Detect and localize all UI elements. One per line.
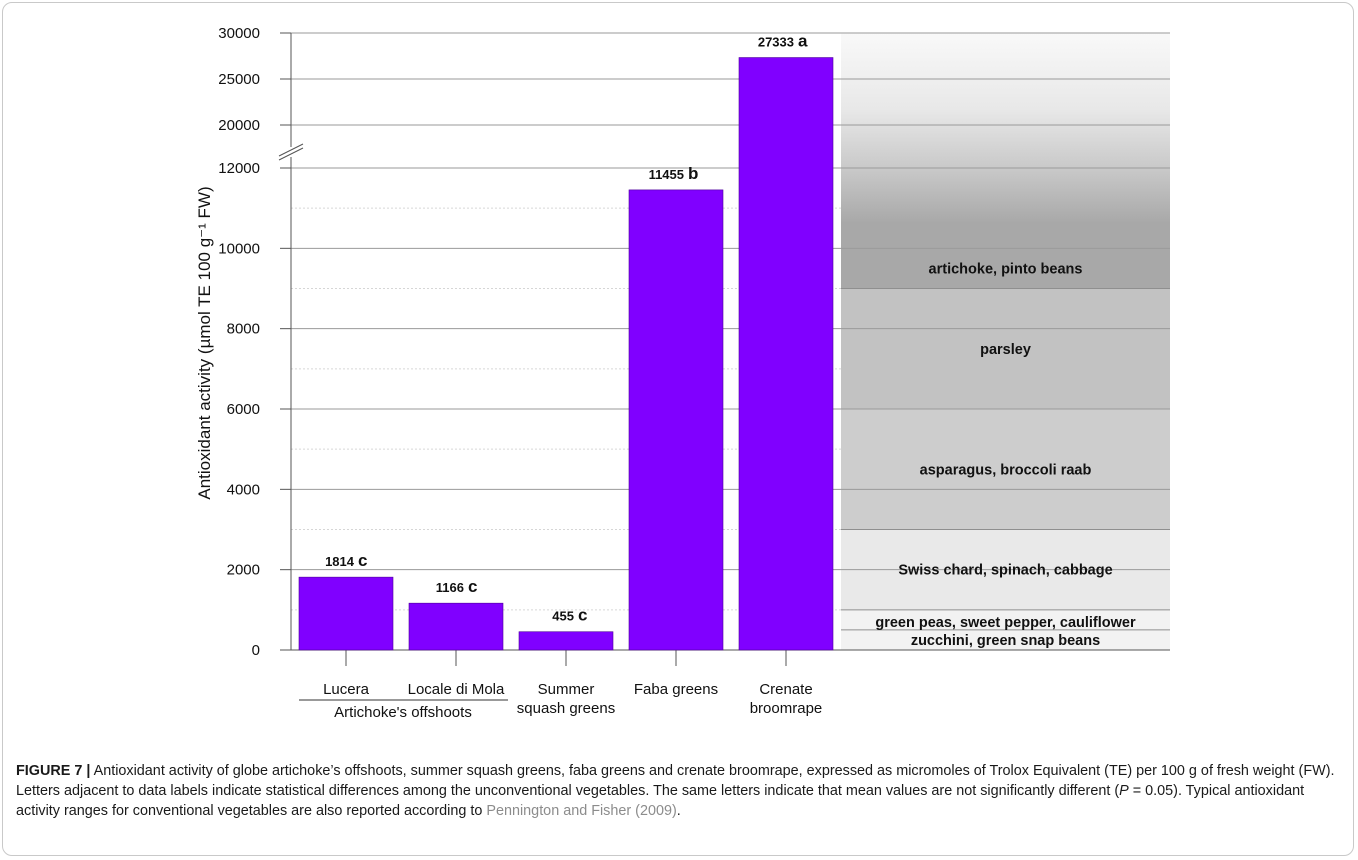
reference-range-label: artichoke, pinto beans bbox=[929, 262, 1083, 278]
x-category-label: Lucera bbox=[323, 681, 370, 698]
x-category-label: broomrape bbox=[750, 700, 823, 717]
y-tick-label: 10000 bbox=[218, 240, 260, 257]
y-tick-label: 0 bbox=[252, 642, 260, 659]
bar bbox=[518, 631, 614, 651]
significance-letter: c bbox=[468, 577, 477, 596]
significance-letter: c bbox=[578, 606, 587, 625]
p-symbol: P bbox=[1119, 783, 1129, 799]
range-band bbox=[841, 629, 1170, 650]
data-label: 455 bbox=[552, 609, 574, 624]
bar bbox=[408, 602, 504, 651]
data-label: 11455 bbox=[649, 167, 684, 182]
bar bbox=[298, 576, 394, 651]
reference-range-label: parsley bbox=[980, 342, 1031, 358]
bars bbox=[298, 57, 834, 651]
x-category-label: Faba greens bbox=[634, 681, 718, 698]
y-tick-label: 20000 bbox=[218, 117, 260, 134]
y-tick-label: 12000 bbox=[218, 160, 260, 177]
data-label: 27333 bbox=[758, 35, 794, 50]
significance-letter: b bbox=[688, 164, 698, 183]
y-axis-label: Antioxidant activity (µmol TE 100 g⁻¹ FW… bbox=[195, 186, 214, 499]
gridlines bbox=[291, 32, 1170, 611]
reference-range-label: asparagus, broccoli raab bbox=[920, 462, 1092, 478]
x-category-label: squash greens bbox=[517, 700, 615, 717]
data-label: 1166 bbox=[436, 580, 464, 595]
reference-range-label: zucchini, green snap beans bbox=[911, 633, 1100, 649]
reference-link[interactable]: Pennington and Fisher (2009) bbox=[486, 803, 677, 819]
bar bbox=[628, 189, 724, 651]
reference-range-label: green peas, sweet pepper, cauliflower bbox=[875, 615, 1136, 631]
axis-break-mark bbox=[278, 143, 304, 157]
chart-labels: 0 2000 4000 6000 8000 10000 12000 20000 25000 300… bbox=[218, 25, 1136, 721]
range-band bbox=[841, 288, 1170, 409]
bar-chart: 0 2000 4000 6000 8000 10000 12000 20000 25000 300… bbox=[195, 25, 1170, 721]
axis-break-mark bbox=[278, 147, 304, 161]
figure-caption: FIGURE 7 | Antioxidant activity of globe… bbox=[16, 761, 1346, 821]
y-tick-label: 30000 bbox=[218, 25, 260, 42]
range-band bbox=[841, 223, 1170, 289]
x-category-label: Summer bbox=[538, 681, 595, 698]
reference-range-label: Swiss chard, spinach, cabbage bbox=[898, 563, 1112, 579]
figure-label: FIGURE 7 | bbox=[16, 763, 91, 779]
data-label: 1814 bbox=[325, 554, 355, 569]
caption-text: Antioxidant activity of globe artichoke’… bbox=[16, 763, 1335, 799]
significance-letter: a bbox=[798, 32, 808, 51]
x-category-label: Crenate bbox=[759, 681, 812, 698]
y-tick-label: 4000 bbox=[227, 481, 260, 498]
y-tick-label: 2000 bbox=[227, 562, 260, 579]
range-band bbox=[841, 409, 1170, 530]
y-tick-label: 6000 bbox=[227, 401, 260, 418]
y-tick-label: 25000 bbox=[218, 71, 260, 88]
caption-text-2: = 0.05). Typical antioxidant activity ra… bbox=[16, 783, 1305, 819]
range-band bbox=[841, 609, 1170, 630]
group-label: Artichoke's offshoots bbox=[334, 704, 472, 721]
axis-break-gap bbox=[283, 147, 299, 157]
caption-end: . bbox=[676, 803, 681, 819]
y-tick-label: 8000 bbox=[227, 321, 260, 338]
bar bbox=[738, 57, 834, 651]
range-band-fade bbox=[841, 33, 1170, 224]
x-category-label: Locale di Mola bbox=[408, 681, 505, 698]
significance-letter: c bbox=[358, 551, 367, 570]
